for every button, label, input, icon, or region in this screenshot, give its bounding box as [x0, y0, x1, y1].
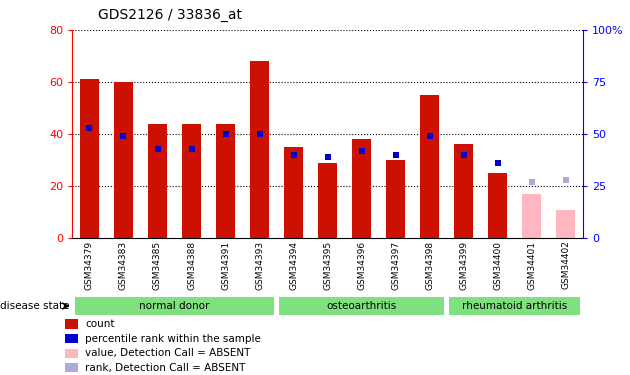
Text: GSM34397: GSM34397 — [391, 240, 400, 290]
Text: disease state: disease state — [0, 301, 69, 311]
Text: rank, Detection Call = ABSENT: rank, Detection Call = ABSENT — [85, 363, 245, 373]
Text: osteoarthritis: osteoarthritis — [326, 301, 397, 311]
Bar — [182, 124, 201, 238]
Text: GSM34399: GSM34399 — [459, 240, 468, 290]
Bar — [488, 173, 507, 238]
Bar — [284, 147, 303, 238]
Text: GSM34385: GSM34385 — [153, 240, 162, 290]
Bar — [420, 95, 439, 238]
Bar — [65, 320, 78, 329]
Text: GSM34379: GSM34379 — [85, 240, 94, 290]
Text: GSM34398: GSM34398 — [425, 240, 434, 290]
Text: GSM34402: GSM34402 — [561, 240, 570, 290]
Bar — [65, 334, 78, 344]
Text: value, Detection Call = ABSENT: value, Detection Call = ABSENT — [85, 348, 250, 358]
Text: GSM34393: GSM34393 — [255, 240, 264, 290]
Text: normal donor: normal donor — [139, 301, 210, 311]
Text: GSM34395: GSM34395 — [323, 240, 332, 290]
Bar — [114, 82, 133, 238]
Bar — [318, 163, 337, 238]
Text: rheumatoid arthritis: rheumatoid arthritis — [462, 301, 568, 311]
Bar — [448, 296, 581, 316]
Text: percentile rank within the sample: percentile rank within the sample — [85, 334, 261, 344]
Bar — [556, 210, 575, 238]
Bar — [74, 296, 275, 316]
Text: GSM34391: GSM34391 — [221, 240, 230, 290]
Bar — [454, 144, 473, 238]
Text: GSM34388: GSM34388 — [187, 240, 196, 290]
Bar — [522, 194, 541, 238]
Text: GSM34400: GSM34400 — [493, 240, 502, 290]
Bar — [352, 139, 371, 238]
Bar — [148, 124, 167, 238]
Text: count: count — [85, 319, 115, 329]
Bar — [80, 80, 99, 238]
Text: GSM34401: GSM34401 — [527, 240, 536, 290]
Bar — [216, 124, 235, 238]
Text: GSM34394: GSM34394 — [289, 240, 298, 290]
Text: GSM34383: GSM34383 — [119, 240, 128, 290]
Bar — [250, 61, 269, 238]
Bar — [65, 348, 78, 358]
Bar — [278, 296, 445, 316]
Bar — [386, 160, 405, 238]
Bar — [65, 363, 78, 372]
Text: GDS2126 / 33836_at: GDS2126 / 33836_at — [98, 9, 242, 22]
Text: GSM34396: GSM34396 — [357, 240, 366, 290]
